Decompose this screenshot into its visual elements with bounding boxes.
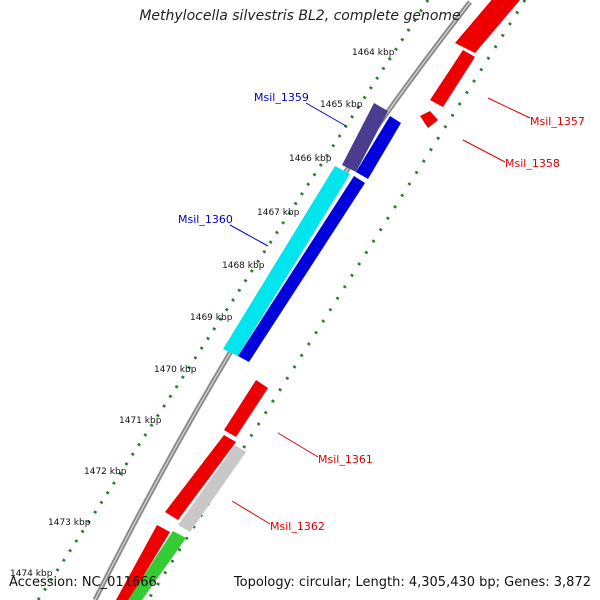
tick-label: 1470 kbp	[154, 365, 197, 375]
gene-label-connectors	[229, 97, 531, 525]
tick-label: 1466 kbp	[289, 154, 332, 164]
inner-dot-ring	[36, 0, 430, 600]
gene-feature-red-bottom[interactable]	[116, 525, 170, 600]
gene-feature-msil-1358[interactable]	[420, 111, 438, 128]
tick-label: 1474 kbp	[10, 569, 53, 579]
gene-label-msil-1361[interactable]: Msil_1361	[318, 453, 373, 466]
gene-feature-green-bottom[interactable]	[128, 531, 186, 600]
gene-labels: Msil_1359 Msil_1360 Msil_1357 Msil_1358 …	[178, 91, 585, 533]
gene-label-msil-1362[interactable]: Msil_1362	[270, 520, 325, 533]
topology-text: Topology: circular; Length: 4,305,430 bp…	[233, 575, 591, 590]
gene-feature-msil-1360-cyan[interactable]	[223, 166, 350, 356]
gene-label-msil-1360[interactable]: Msil_1360	[178, 213, 233, 226]
tick-dot-rings	[36, 0, 527, 600]
gene-feature-msil-1357[interactable]	[430, 50, 475, 107]
gene-feature-msil-1362-gray[interactable]	[178, 445, 246, 532]
tick-label: 1465 kbp	[320, 100, 363, 110]
gene-label-msil-1357[interactable]: Msil_1357	[530, 115, 585, 128]
tick-labels: 1464 kbp 1465 kbp 1466 kbp 1467 kbp 1468 kbp…	[10, 48, 395, 579]
tick-label: 1473 kbp	[48, 518, 91, 528]
map-title: Methylocella silvestris BL2, complete ge…	[139, 8, 461, 24]
tick-label: 1469 kbp	[190, 313, 233, 323]
tick-label: 1471 kbp	[119, 416, 162, 426]
gene-feature-blue-long[interactable]	[238, 176, 365, 362]
gene-feature-msil-1361-b[interactable]	[165, 435, 236, 520]
tick-label: 1468 kbp	[222, 261, 265, 271]
gene-feature-msil-1361-a[interactable]	[224, 380, 268, 437]
tick-label: 1472 kbp	[84, 467, 127, 477]
gene-label-msil-1359[interactable]: Msil_1359	[254, 91, 309, 104]
gene-feature-red-top-1[interactable]	[455, 0, 520, 53]
gene-feature-blue-short[interactable]	[356, 116, 401, 179]
tick-label: 1467 kbp	[257, 208, 300, 218]
tick-label: 1464 kbp	[352, 48, 395, 58]
gene-feature-msil-1359-purple[interactable]	[342, 103, 388, 172]
gene-label-msil-1358[interactable]: Msil_1358	[505, 157, 560, 170]
accession-text: Accession: NC_011666	[9, 575, 157, 590]
